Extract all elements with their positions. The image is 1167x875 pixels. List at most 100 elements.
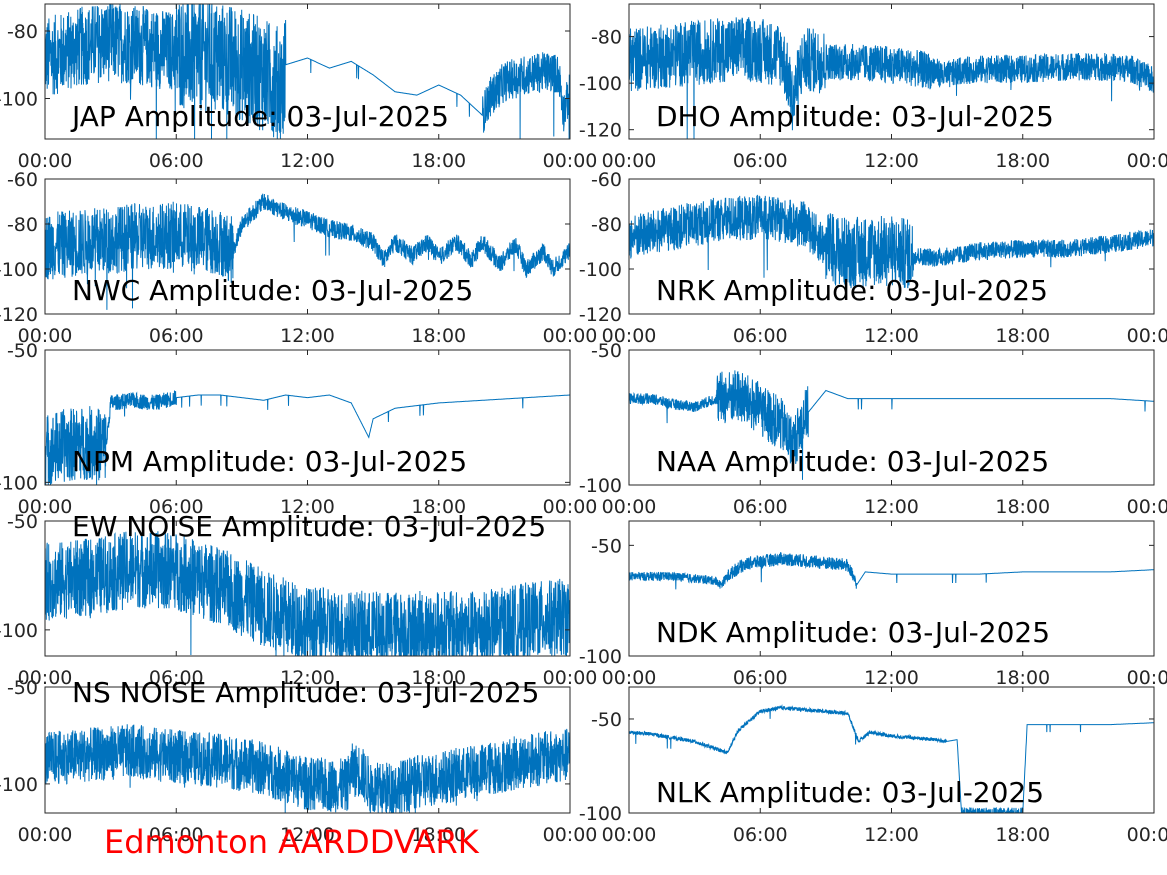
x-tick-label: 06:00 <box>149 496 204 518</box>
panel-title: NS NOISE Amplitude: 03-Jul-2025 <box>72 676 539 709</box>
panel-9: 00:00 06:00 12:00 18:00 00:00 -50 -100 NS NOISE… <box>0 676 597 846</box>
footer-label: Edmonton AARDDVARK <box>104 823 480 861</box>
x-tick-label: 12:00 <box>864 325 919 347</box>
x-tick-label: 12:00 <box>864 824 919 846</box>
x-tick-label: 12:00 <box>280 496 335 518</box>
panel-5: 00:00 06:00 12:00 18:00 00:00 -50 -100 NPM Ampl… <box>0 340 597 518</box>
y-tick-label: -100 <box>0 620 38 642</box>
y-tick-label: -100 <box>579 475 622 497</box>
x-tick-label: 00:00 <box>602 150 657 172</box>
panel-title: DHO Amplitude: 03-Jul-2025 <box>656 100 1054 133</box>
y-tick-label: -120 <box>579 304 622 326</box>
x-tick-label: 00:00 <box>602 325 657 347</box>
y-tick-label: -80 <box>7 21 38 43</box>
y-tick-label: -100 <box>0 259 38 281</box>
y-tick-label: -100 <box>579 646 622 668</box>
signal-trace <box>629 370 1154 480</box>
x-tick-label: 18:00 <box>995 824 1050 846</box>
x-tick-label: 00:00 <box>18 667 73 689</box>
x-tick-label: 00:00 <box>1127 667 1167 689</box>
panel-10: 00:00 06:00 12:00 18:00 00:00 -50 -100 NLK Ampl… <box>579 686 1167 846</box>
x-tick-label: 18:00 <box>995 150 1050 172</box>
x-tick-label: 00:00 <box>1127 496 1167 518</box>
x-tick-label: 18:00 <box>411 496 466 518</box>
x-tick-label: 00:00 <box>1127 150 1167 172</box>
y-tick-label: -100 <box>0 774 38 796</box>
panel-1: 00:00 06:00 12:00 18:00 00:00 -80 -100 JAP Ampl… <box>0 3 598 172</box>
signal-trace <box>629 194 1154 289</box>
panel-title: NRK Amplitude: 03-Jul-2025 <box>656 274 1048 307</box>
x-tick-label: 12:00 <box>280 824 335 846</box>
x-tick-label: 00:00 <box>543 824 598 846</box>
panel-4: 00:00 06:00 12:00 18:00 00:00 -60 -80 -100 -120 N… <box>579 169 1167 347</box>
x-tick-label: 00:00 <box>1127 824 1167 846</box>
x-tick-label: 00:00 <box>543 667 598 689</box>
x-tick-label: 00:00 <box>18 325 73 347</box>
y-tick-label: -80 <box>591 27 622 49</box>
x-tick-label: 00:00 <box>543 150 598 172</box>
y-tick-label: -80 <box>591 214 622 236</box>
x-tick-label: 06:00 <box>733 824 788 846</box>
panel-title: NDK Amplitude: 03-Jul-2025 <box>656 616 1050 649</box>
signal-trace <box>45 193 570 310</box>
x-tick-label: 00:00 <box>543 496 598 518</box>
y-tick-label: -100 <box>0 472 38 494</box>
x-tick-label: 00:00 <box>602 667 657 689</box>
x-tick-label: 18:00 <box>995 667 1050 689</box>
x-tick-label: 00:00 <box>18 496 73 518</box>
x-tick-label: 06:00 <box>149 824 204 846</box>
x-tick-label: 06:00 <box>733 496 788 518</box>
y-tick-label: -50 <box>7 677 38 699</box>
panel-2: 00:00 06:00 12:00 18:00 00:00 -80 -100 -120 DHO … <box>579 3 1167 172</box>
x-tick-label: 06:00 <box>733 667 788 689</box>
x-tick-label: 18:00 <box>995 496 1050 518</box>
x-tick-label: 00:00 <box>602 824 657 846</box>
x-tick-label: 12:00 <box>280 667 335 689</box>
y-tick-label: -100 <box>579 803 622 825</box>
x-tick-label: 06:00 <box>733 150 788 172</box>
x-tick-label: 06:00 <box>149 150 204 172</box>
x-tick-label: 18:00 <box>411 150 466 172</box>
x-tick-label: 06:00 <box>733 325 788 347</box>
x-tick-label: 00:00 <box>18 150 73 172</box>
x-tick-label: 00:00 <box>18 824 73 846</box>
x-tick-label: 00:00 <box>602 496 657 518</box>
signal-trace <box>45 4 570 139</box>
signal-trace <box>45 724 570 813</box>
y-tick-label: -100 <box>579 259 622 281</box>
y-tick-label: -50 <box>7 511 38 533</box>
x-tick-label: 12:00 <box>280 150 335 172</box>
panel-title: NPM Amplitude: 03-Jul-2025 <box>72 445 467 478</box>
signal-trace <box>45 390 570 485</box>
x-tick-label: 00:00 <box>1127 325 1167 347</box>
panel-8: 00:00 06:00 12:00 18:00 00:00 -50 -100 NDK Ampl… <box>579 520 1167 689</box>
x-tick-label: 06:00 <box>149 325 204 347</box>
y-tick-label: -50 <box>591 340 622 362</box>
panel-title: EW NOISE Amplitude: 03-Jul-2025 <box>72 510 546 543</box>
signal-trace <box>629 552 1154 590</box>
y-tick-label: -60 <box>7 169 38 191</box>
signal-trace <box>45 531 570 656</box>
x-tick-label: 00:00 <box>543 325 598 347</box>
panel-title: NWC Amplitude: 03-Jul-2025 <box>72 274 473 307</box>
x-tick-label: 12:00 <box>864 496 919 518</box>
x-tick-label: 18:00 <box>411 824 466 846</box>
x-tick-label: 12:00 <box>864 150 919 172</box>
x-tick-label: 18:00 <box>995 325 1050 347</box>
x-tick-label: 12:00 <box>280 325 335 347</box>
signal-trace <box>629 703 1154 813</box>
x-tick-label: 06:00 <box>149 667 204 689</box>
signal-trace <box>629 17 1154 139</box>
x-tick-label: 12:00 <box>864 667 919 689</box>
y-tick-label: -50 <box>7 340 38 362</box>
panel-6: 00:00 06:00 12:00 18:00 00:00 -50 -100 NAA Ampl… <box>579 340 1167 518</box>
y-tick-label: -100 <box>579 73 622 95</box>
y-tick-label: -50 <box>591 535 622 557</box>
panel-title: NAA Amplitude: 03-Jul-2025 <box>656 445 1049 478</box>
panel-7: 00:00 06:00 12:00 18:00 00:00 -50 -100 EW NOISE… <box>0 510 597 689</box>
y-tick-label: -60 <box>591 169 622 191</box>
y-tick-label: -120 <box>0 304 38 326</box>
panel-title: JAP Amplitude: 03-Jul-2025 <box>70 100 449 133</box>
y-tick-label: -120 <box>579 120 622 142</box>
